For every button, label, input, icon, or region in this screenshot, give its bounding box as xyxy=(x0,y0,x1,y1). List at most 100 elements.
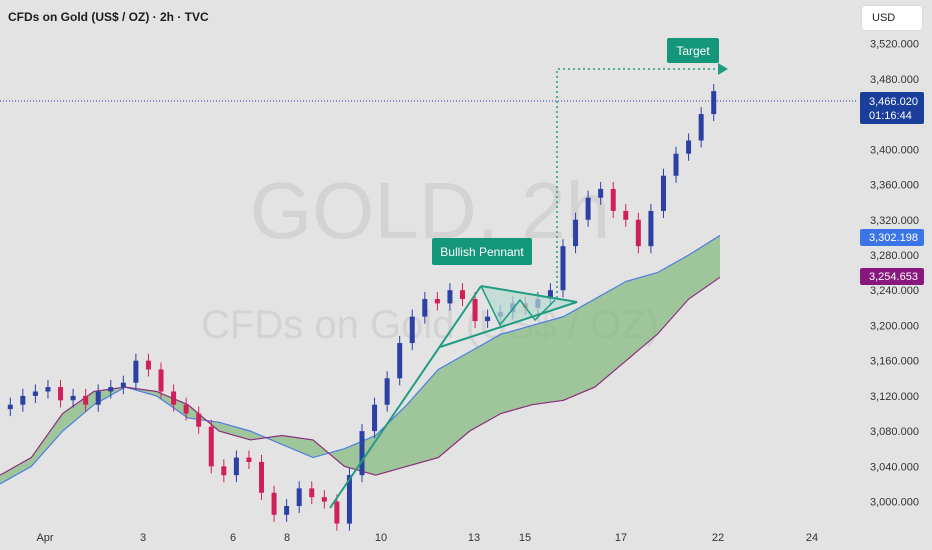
candle-body[interactable] xyxy=(372,404,378,432)
candle-body[interactable] xyxy=(158,369,164,392)
candle-body[interactable] xyxy=(133,360,139,383)
price-tick-label: 3,120.000 xyxy=(870,391,919,403)
candle-body[interactable] xyxy=(108,387,114,392)
candle-body[interactable] xyxy=(145,360,151,370)
flagpole-line[interactable] xyxy=(329,285,482,509)
candle-body[interactable] xyxy=(598,188,604,198)
bullish-pennant-drawing[interactable] xyxy=(329,63,728,509)
pennant-upper-line[interactable] xyxy=(480,285,578,303)
time-tick-label: 24 xyxy=(806,532,818,544)
candle-body[interactable] xyxy=(547,290,553,300)
candle-body[interactable] xyxy=(70,395,76,401)
candle-body[interactable] xyxy=(686,140,692,154)
candle-body[interactable] xyxy=(346,475,352,524)
price-tick-label: 3,160.000 xyxy=(870,356,919,368)
pennant-zigzag xyxy=(480,285,556,327)
cloud-area xyxy=(0,235,720,484)
candle-body[interactable] xyxy=(120,382,126,388)
price-tick-label: 3,080.000 xyxy=(870,426,919,438)
chart-title: CFDs on Gold (US$ / OZ) · 2h · TVC xyxy=(8,10,209,24)
watermark-symbol: GOLD, 2h xyxy=(250,166,610,255)
candle-body[interactable] xyxy=(183,404,189,414)
candle-body[interactable] xyxy=(208,426,214,467)
time-tick-label: 22 xyxy=(712,532,724,544)
pennant-label-box[interactable] xyxy=(432,238,532,265)
price-tick-label: 3,200.000 xyxy=(870,320,919,332)
cloud-bottom-badge xyxy=(860,268,924,285)
candle-body[interactable] xyxy=(459,290,465,300)
candle-body[interactable] xyxy=(610,188,616,211)
price-tick-label: 3,040.000 xyxy=(870,461,919,473)
cloud-bottom-value: 3,254.653 xyxy=(869,271,918,283)
candle-body[interactable] xyxy=(246,457,252,462)
price-tick-label: 3,280.000 xyxy=(870,250,919,262)
candle-body[interactable] xyxy=(397,343,403,379)
pennant-lower-line[interactable] xyxy=(439,301,578,348)
candle-body[interactable] xyxy=(623,210,629,220)
candle-body[interactable] xyxy=(221,466,227,476)
target-dotted-path xyxy=(556,68,718,298)
candle-body[interactable] xyxy=(635,219,641,247)
target-label-box[interactable] xyxy=(667,38,719,63)
candle-body[interactable] xyxy=(58,387,64,401)
candle-body[interactable] xyxy=(711,91,717,115)
candle-body[interactable] xyxy=(296,488,302,506)
pennant-label: Bullish Pennant xyxy=(440,245,524,259)
candle-body[interactable] xyxy=(7,404,13,410)
time-tick-label: 13 xyxy=(468,532,480,544)
candle-body[interactable] xyxy=(573,219,579,247)
candle-body[interactable] xyxy=(95,391,101,405)
candle-body[interactable] xyxy=(422,299,428,317)
candle-body[interactable] xyxy=(196,413,202,427)
time-tick-label: 3 xyxy=(140,532,146,544)
last-price-value: 3,466.020 xyxy=(869,96,918,108)
candle-body[interactable] xyxy=(560,246,566,291)
candle-body[interactable] xyxy=(673,153,679,176)
candle-body[interactable] xyxy=(660,175,666,211)
cloud-top-value: 3,302.198 xyxy=(869,232,918,244)
candle-body[interactable] xyxy=(321,497,327,502)
candle-body[interactable] xyxy=(447,290,453,304)
candle-body[interactable] xyxy=(472,299,478,322)
candle-body[interactable] xyxy=(648,210,654,247)
last-price-badge xyxy=(860,92,924,124)
price-tick-label: 3,000.000 xyxy=(870,497,919,509)
candle-body[interactable] xyxy=(409,316,415,344)
price-tick-label: 3,480.000 xyxy=(870,74,919,86)
pennant-fill xyxy=(481,286,577,325)
candle-body[interactable] xyxy=(32,391,38,396)
price-tick-label: 3,240.000 xyxy=(870,285,919,297)
annotation-labels[interactable]: Bullish Pennant Target xyxy=(432,38,719,265)
bar-countdown: 01:16:44 xyxy=(869,110,912,122)
target-label: Target xyxy=(676,44,710,58)
time-tick-label: 17 xyxy=(615,532,627,544)
candle-body[interactable] xyxy=(271,492,277,515)
candle-body[interactable] xyxy=(384,378,390,405)
time-tick-label: 6 xyxy=(230,532,236,544)
time-tick-label: 15 xyxy=(519,532,531,544)
time-tick-label: Apr xyxy=(36,532,53,544)
candle-body[interactable] xyxy=(309,488,315,498)
candle-body[interactable] xyxy=(698,114,704,141)
price-tick-label: 3,400.000 xyxy=(870,144,919,156)
candlesticks[interactable] xyxy=(7,84,717,531)
candle-body[interactable] xyxy=(45,387,51,392)
candle-body[interactable] xyxy=(284,505,290,515)
candle-body[interactable] xyxy=(585,197,591,220)
price-axis: 3,520.000 3,480.000 3,400.000 3,360.000 3,32… xyxy=(870,39,919,509)
candle-body[interactable] xyxy=(20,395,26,405)
candle-body[interactable] xyxy=(171,391,177,405)
candle-body[interactable] xyxy=(434,299,440,304)
price-tick-label: 3,520.000 xyxy=(870,39,919,51)
currency-button[interactable]: USD xyxy=(862,6,922,30)
price-badges: 3,466.020 01:16:44 3,302.198 3,254.653 xyxy=(860,92,924,285)
candle-body[interactable] xyxy=(485,316,491,322)
price-tick-label: 3,320.000 xyxy=(870,215,919,227)
candle-body[interactable] xyxy=(359,431,365,476)
candle-body[interactable] xyxy=(259,461,265,493)
candle-body[interactable] xyxy=(334,501,340,524)
candle-body[interactable] xyxy=(233,457,239,476)
candle-body[interactable] xyxy=(83,395,89,405)
price-tick-label: 3,360.000 xyxy=(870,180,919,192)
